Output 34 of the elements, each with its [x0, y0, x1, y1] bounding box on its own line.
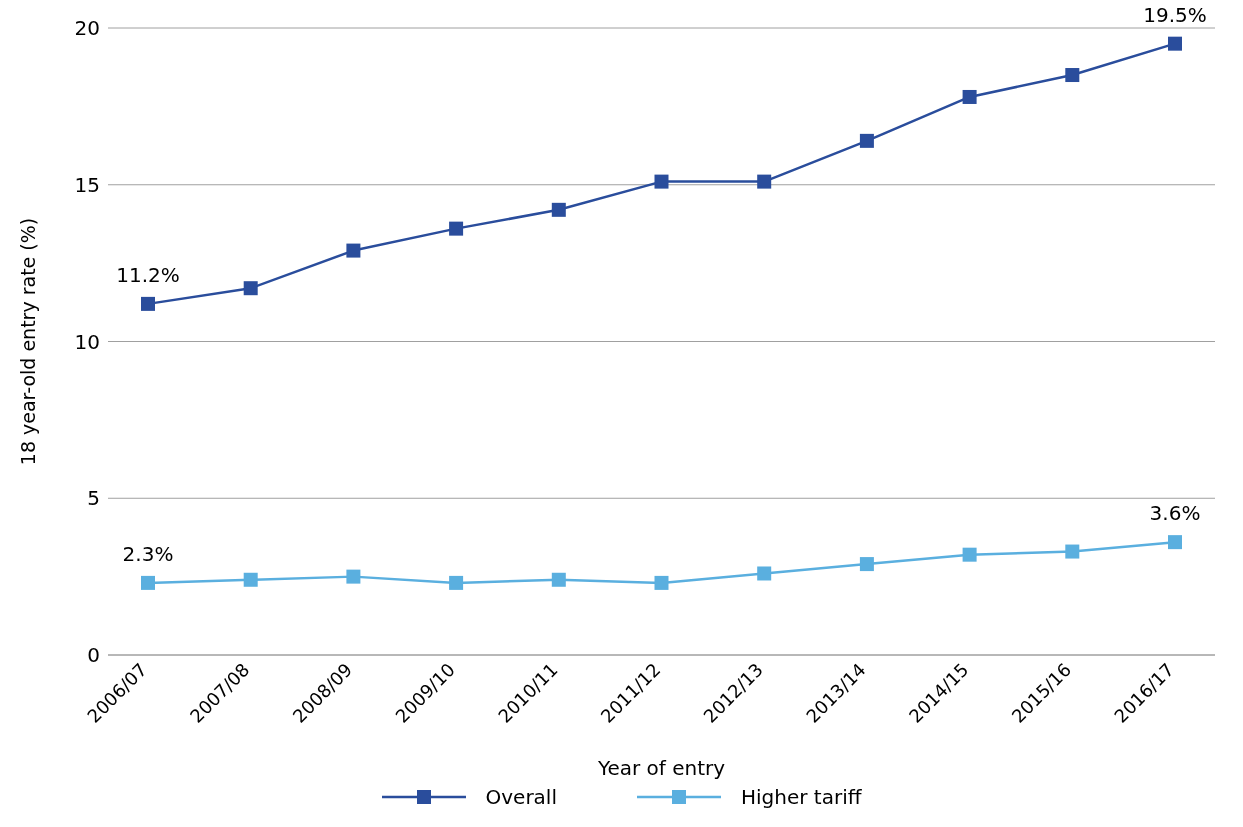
- point: [1168, 535, 1182, 550]
- point: [243, 572, 258, 587]
- point: [141, 575, 155, 590]
- point: [654, 575, 669, 590]
- y-tick-label: 15: [74, 172, 100, 197]
- point: [449, 221, 464, 236]
- y-axis-title: 18 year-old entry rate (%): [16, 217, 39, 466]
- point: [1065, 68, 1080, 83]
- point: [962, 547, 977, 562]
- y-tick-label: 0: [87, 643, 100, 668]
- y-tick-label: 20: [74, 16, 100, 41]
- point: [962, 89, 977, 104]
- point: [1065, 544, 1080, 559]
- legend-label: Higher tariff: [740, 785, 862, 809]
- data-label: 11.2%: [116, 262, 180, 287]
- point: [1168, 36, 1182, 51]
- point: [449, 575, 464, 590]
- data-label: 3.6%: [1149, 501, 1201, 526]
- point: [757, 174, 772, 189]
- point: [757, 566, 772, 581]
- point: [654, 174, 669, 189]
- point: [551, 572, 566, 587]
- y-tick-label: 5: [87, 486, 100, 511]
- y-tick-label: 10: [74, 329, 100, 354]
- point: [346, 569, 361, 584]
- data-label: 2.3%: [122, 541, 174, 566]
- point: [859, 557, 874, 572]
- point: [551, 202, 566, 217]
- point: [346, 243, 361, 258]
- point: [859, 133, 874, 148]
- point: [243, 281, 258, 296]
- x-axis-title: Year of entry: [596, 756, 726, 780]
- point: [141, 296, 155, 311]
- legend-label: Overall: [485, 785, 557, 809]
